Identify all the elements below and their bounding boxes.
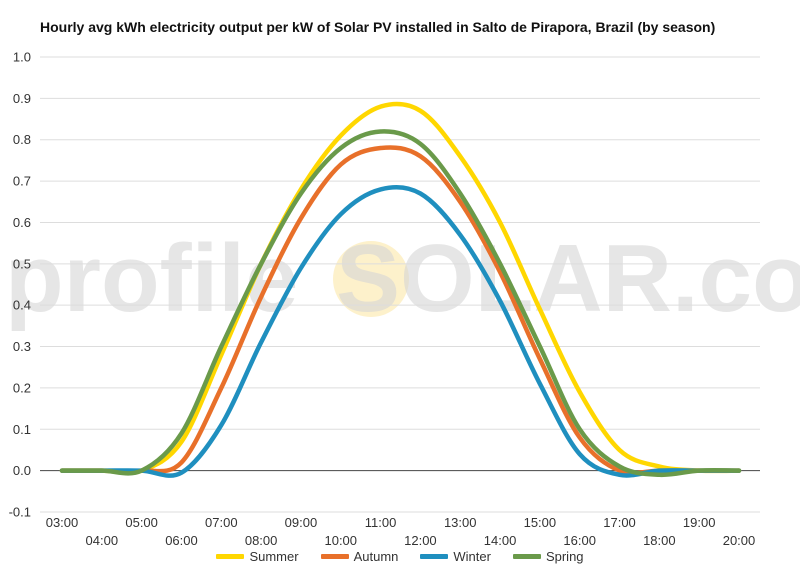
x-tick-label: 15:00 — [524, 515, 557, 530]
legend-item-autumn: Autumn — [320, 549, 399, 564]
legend-item-spring: Spring — [512, 549, 584, 564]
series-line-spring — [59, 129, 742, 478]
y-tick-label: 0.8 — [13, 132, 31, 147]
x-tick-label: 10:00 — [324, 533, 357, 548]
y-tick-label: 0.0 — [13, 463, 31, 478]
y-tick-label: 0.4 — [13, 298, 31, 313]
y-tick-label: 0.2 — [13, 380, 31, 395]
series-line-summer — [59, 101, 742, 476]
x-tick-label: 09:00 — [285, 515, 318, 530]
x-tick-label: 13:00 — [444, 515, 477, 530]
y-tick-label: 0.1 — [13, 422, 31, 437]
y-tick-label: 0.5 — [13, 256, 31, 271]
legend-item-summer: Summer — [216, 549, 299, 564]
x-tick-label: 16:00 — [563, 533, 596, 548]
legend-label: Autumn — [353, 549, 399, 564]
x-tick-label: 05:00 — [125, 515, 158, 530]
x-tick-label: 18:00 — [643, 533, 676, 548]
watermark-text-left: profile — [5, 225, 298, 332]
y-tick-label: 0.6 — [13, 215, 31, 230]
legend-label: Winter — [453, 549, 491, 564]
series-lines — [59, 101, 742, 478]
legend-swatch — [420, 554, 449, 559]
series-line-autumn — [59, 145, 742, 476]
y-tick-label: 0.3 — [13, 339, 31, 354]
x-axis: 03:00 05:00 07:00 09:00 11:00 13:00 15:00 17:00… — [46, 515, 756, 548]
x-tick-label: 14:00 — [484, 533, 517, 548]
x-tick-label: 19:00 — [683, 515, 716, 530]
x-tick-label: 03:00 — [46, 515, 79, 530]
x-tick-label: 20:00 — [723, 533, 756, 548]
x-tick-label: 17:00 — [603, 515, 636, 530]
y-tick-label: -0.1 — [9, 505, 31, 520]
x-tick-label: 12:00 — [404, 533, 437, 548]
legend-label: Summer — [249, 549, 299, 564]
x-tick-label: 08:00 — [245, 533, 278, 548]
chart-title: Hourly avg kWh electricity output per kW… — [40, 19, 716, 35]
legend-swatch — [512, 554, 541, 559]
sun-logo-icon — [333, 241, 409, 317]
legend-swatch — [216, 554, 245, 559]
x-tick-label: 06:00 — [165, 533, 198, 548]
x-tick-label: 04:00 — [86, 533, 119, 548]
y-tick-label: 0.9 — [13, 91, 31, 106]
series-line-winter — [59, 184, 742, 478]
legend-label: Spring — [545, 549, 584, 564]
x-tick-label: 11:00 — [365, 515, 397, 530]
legend-item-winter: Winter — [420, 549, 491, 564]
watermark-text-right: SOLAR.com — [336, 225, 800, 332]
legend: Summer Autumn Winter Spring — [0, 549, 800, 564]
y-tick-label: 1.0 — [13, 50, 31, 65]
y-tick-label: 0.7 — [13, 174, 31, 189]
y-axis: 1.0 0.9 0.8 0.7 0.6 0.5 0.4 0.3 0.2 0.1 0.0 -0.1 — [9, 50, 31, 520]
watermark: profile SOLAR.com — [5, 225, 800, 332]
x-tick-label: 07:00 — [205, 515, 238, 530]
legend-swatch — [320, 554, 349, 559]
